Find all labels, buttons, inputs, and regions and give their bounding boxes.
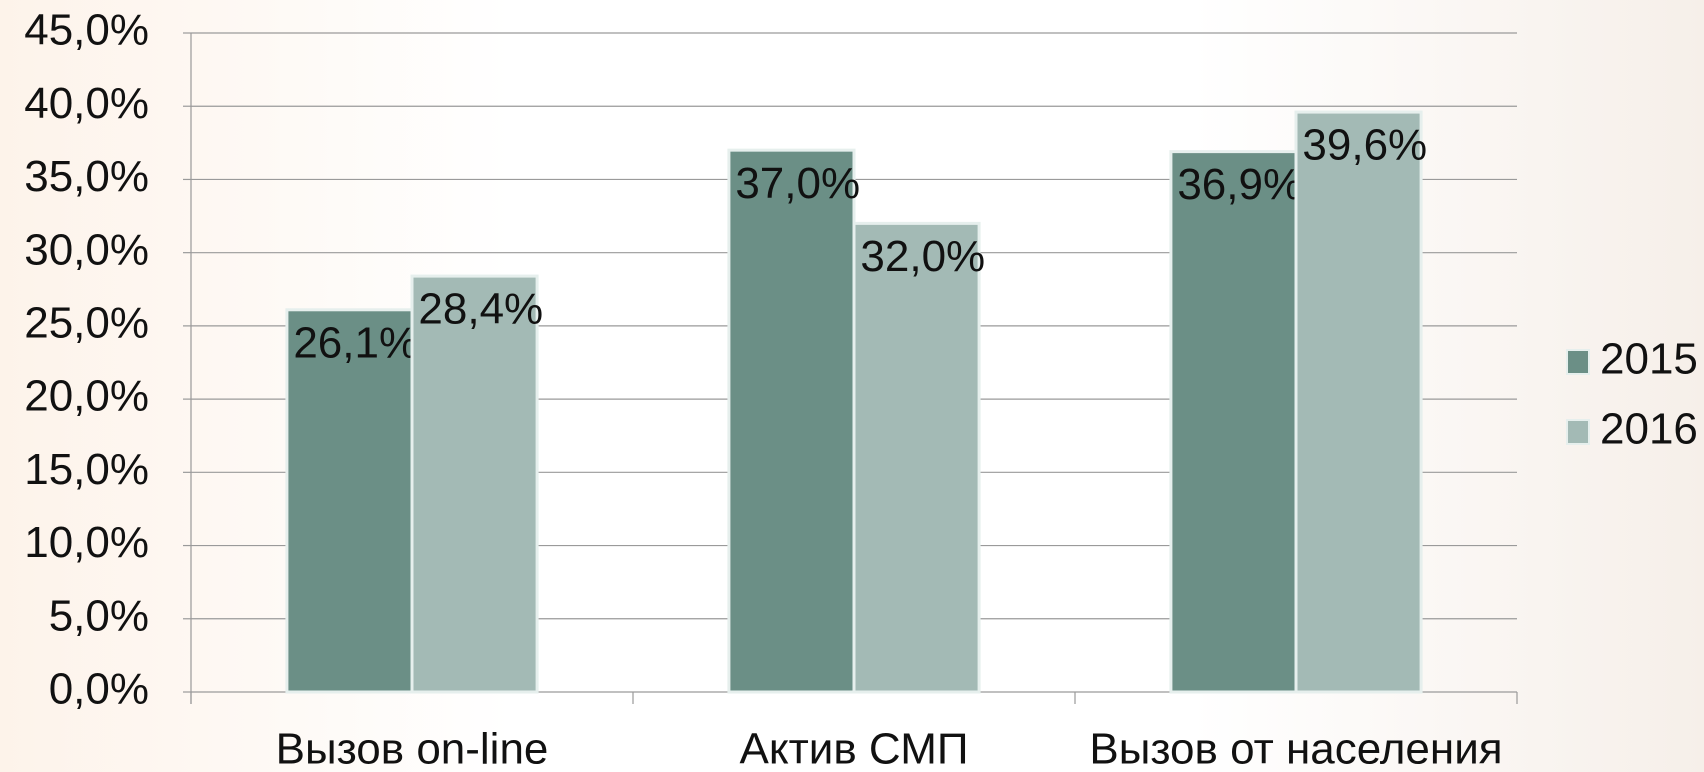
bar bbox=[854, 223, 979, 692]
y-tick-label: 20,0% bbox=[24, 372, 149, 421]
y-tick-label: 5,0% bbox=[49, 591, 149, 640]
x-tick-label: Вызов от населения bbox=[1089, 725, 1502, 772]
bar bbox=[729, 150, 854, 692]
x-tick-label: Актив СМП bbox=[740, 725, 969, 772]
data-label: 37,0% bbox=[735, 159, 860, 208]
chart: 0,0% 5,0% 10,0% 15,0% 20,0% 25,0% 30,0% 35,0% 40… bbox=[0, 0, 1704, 772]
y-tick-label: 0,0% bbox=[49, 665, 149, 714]
data-label: 39,6% bbox=[1302, 121, 1427, 170]
data-label: 26,1% bbox=[293, 318, 418, 367]
y-tick-label: 15,0% bbox=[24, 445, 149, 494]
y-tick-label: 10,0% bbox=[24, 518, 149, 567]
legend-label: 2015 bbox=[1600, 335, 1698, 384]
y-tick-label: 40,0% bbox=[24, 79, 149, 128]
y-tick-label: 35,0% bbox=[24, 152, 149, 201]
bar bbox=[1171, 152, 1296, 692]
bar bbox=[412, 276, 537, 692]
legend-swatch bbox=[1567, 350, 1589, 374]
data-label: 32,0% bbox=[860, 232, 985, 281]
y-tick-label: 25,0% bbox=[24, 299, 149, 348]
data-label: 28,4% bbox=[418, 285, 543, 334]
y-tick-label: 30,0% bbox=[24, 225, 149, 274]
x-tick-label: Вызов on-line bbox=[276, 725, 549, 772]
bar bbox=[1296, 112, 1421, 692]
y-tick-label: 45,0% bbox=[24, 6, 149, 55]
page: 0,0% 5,0% 10,0% 15,0% 20,0% 25,0% 30,0% 35,0% 40… bbox=[0, 0, 1704, 772]
legend-label: 2016 bbox=[1600, 405, 1698, 454]
legend-swatch bbox=[1567, 420, 1589, 444]
data-label: 36,9% bbox=[1177, 160, 1302, 209]
